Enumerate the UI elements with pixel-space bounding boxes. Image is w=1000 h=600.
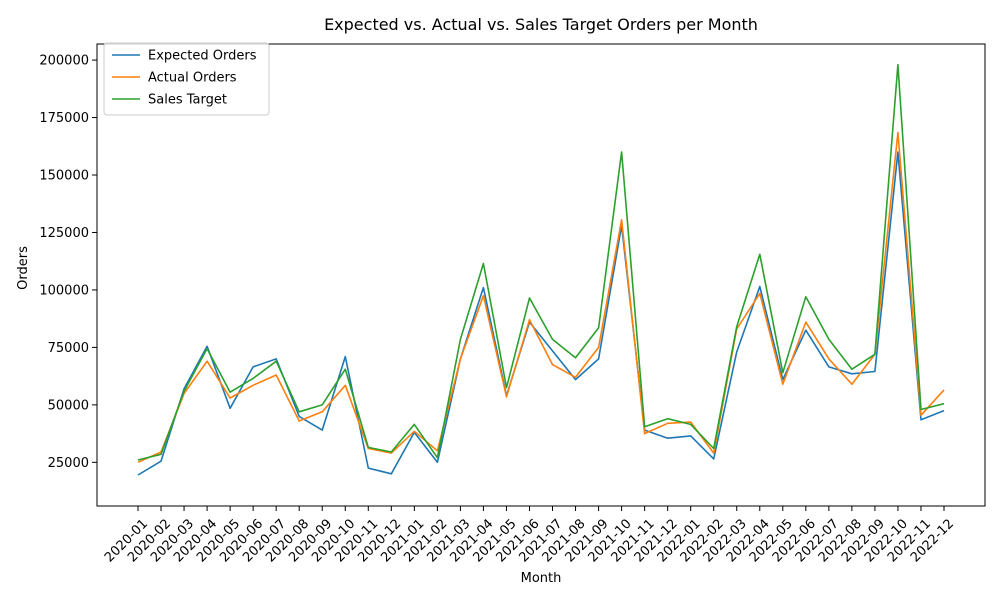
- y-tick-label: 50000: [48, 398, 89, 413]
- y-tick-label: 200000: [39, 54, 89, 69]
- legend-box: [103, 42, 270, 116]
- y-tick-label: 125000: [39, 226, 89, 241]
- y-axis-label: Orders: [16, 246, 31, 290]
- y-tick-label: 175000: [39, 111, 89, 126]
- chart-title: Expected vs. Actual vs. Sales Target Ord…: [324, 15, 758, 34]
- series-line-actual-orders: [137, 131, 945, 464]
- y-tick-label: 100000: [39, 283, 89, 298]
- y-tick-label: 150000: [39, 169, 89, 184]
- legend-label: Expected Orders: [148, 49, 257, 64]
- x-axis-label: Month: [521, 571, 562, 586]
- legend-label: Actual Orders: [148, 71, 237, 86]
- series-line-expected-orders: [137, 151, 945, 476]
- legend-label: Sales Target: [148, 93, 227, 108]
- y-tick-label: 75000: [48, 341, 89, 356]
- series-line-sales-target: [137, 63, 945, 461]
- y-tick-label: 25000: [48, 456, 89, 471]
- legend: Expected Orders Actual Orders Sales Target: [103, 42, 270, 116]
- plot-frame: [96, 43, 986, 507]
